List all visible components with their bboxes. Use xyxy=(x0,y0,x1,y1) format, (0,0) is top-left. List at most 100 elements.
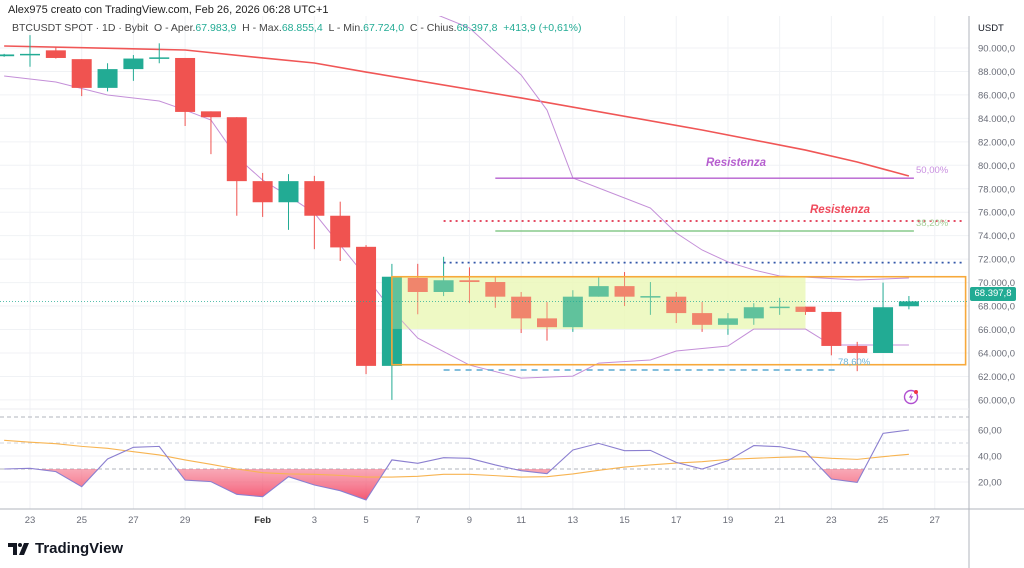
price-tick-label: 60.000,0 xyxy=(978,395,1015,406)
price-tick-label: 86.000,0 xyxy=(978,90,1015,101)
time-tick-label: 23 xyxy=(25,515,36,526)
symbol-name[interactable]: BTCUSDT SPOT · 1D · Bybit xyxy=(12,22,149,34)
candle-body xyxy=(640,296,661,298)
close-value: 68.397,8 xyxy=(456,22,498,34)
time-tick-label: 7 xyxy=(415,515,420,526)
price-tick-label: 66.000,0 xyxy=(978,325,1015,336)
price-tick-label: 68.000,0 xyxy=(978,302,1015,313)
brand-name: TradingView xyxy=(35,540,124,557)
price-pane xyxy=(0,16,969,400)
fib-50-label: 50,00% xyxy=(916,165,949,176)
time-tick-label: 11 xyxy=(516,515,526,526)
open-label: O - Aper. xyxy=(153,22,196,34)
candle-body xyxy=(0,54,15,57)
open-value: 67.983,9 xyxy=(195,22,237,34)
candle-body xyxy=(226,117,247,182)
last-price-tag: 68.397,8 xyxy=(970,287,1016,301)
consolidation-zone-tint xyxy=(391,276,806,329)
candle-body xyxy=(175,57,196,112)
price-tick-label: 64.000,0 xyxy=(978,348,1015,359)
resistance-label-purple[interactable]: Resistenza xyxy=(706,157,767,169)
time-tick-label: 13 xyxy=(568,515,579,526)
price-tick-label: 74.000,0 xyxy=(978,231,1015,242)
candle-body xyxy=(743,307,764,319)
candle-body xyxy=(97,69,118,88)
candle-body xyxy=(821,311,842,346)
rsi-line xyxy=(4,429,909,501)
candle-body xyxy=(459,280,480,283)
candle-body xyxy=(588,286,609,297)
rsi-tick-label: 40,00 xyxy=(978,452,1002,463)
change-value: +413,9 (+0,61%) xyxy=(503,22,582,34)
candle-body xyxy=(511,296,532,319)
currency-label: USDT xyxy=(978,23,1004,34)
time-tick-label: 21 xyxy=(774,515,785,526)
candle-body xyxy=(200,111,221,118)
time-tick-label: 15 xyxy=(619,515,630,526)
candle-body xyxy=(330,215,351,248)
close-label: C - Chius. xyxy=(409,22,457,34)
low-value: 67.724,0 xyxy=(363,22,405,34)
candle-body xyxy=(847,345,868,353)
candle-body xyxy=(485,282,506,297)
tradingview-logo[interactable]: TradingView xyxy=(8,540,123,557)
low-label: L - Min. xyxy=(328,22,364,34)
sma-line xyxy=(4,45,910,177)
high-label: H - Max. xyxy=(242,22,282,34)
range-box xyxy=(391,275,967,366)
price-tick-label: 70.000,0 xyxy=(978,278,1015,289)
rsi-ma-line xyxy=(4,439,909,478)
time-tick-label: 19 xyxy=(723,515,734,526)
candle-body xyxy=(769,306,790,309)
lightning-icon[interactable] xyxy=(903,389,919,405)
time-tick-label: 17 xyxy=(671,515,682,526)
candle-body xyxy=(898,301,919,307)
candle-body xyxy=(71,59,92,88)
time-tick-label: 25 xyxy=(76,515,87,526)
candle-body xyxy=(149,57,170,59)
fib-382-label: 38,20% xyxy=(916,218,949,229)
candle-body xyxy=(433,280,454,292)
price-tick-label: 90.000,0 xyxy=(978,44,1015,55)
candle-body xyxy=(562,296,583,328)
candle-body xyxy=(407,277,428,292)
candle-body xyxy=(45,50,66,58)
candle-body xyxy=(537,318,557,328)
time-tick-label: 9 xyxy=(467,515,472,526)
price-tick-label: 62.000,0 xyxy=(978,372,1015,383)
fib-786-label: 78,60% xyxy=(838,357,871,368)
price-tick-label: 88.000,0 xyxy=(978,67,1015,78)
price-tick-label: 78.000,0 xyxy=(978,184,1015,195)
price-tick-label: 84.000,0 xyxy=(978,114,1015,125)
candle-body xyxy=(123,58,144,70)
candle-body xyxy=(278,181,299,203)
candle-body xyxy=(304,181,325,216)
price-tick-label: 76.000,0 xyxy=(978,208,1015,219)
symbol-legend: BTCUSDT SPOT · 1D · Bybit O - Aper.67.98… xyxy=(12,22,582,34)
rsi-tick-label: 60,00 xyxy=(978,426,1002,437)
band-lower-line xyxy=(4,75,909,379)
resistance-label-red[interactable]: Resistenza xyxy=(810,204,871,216)
candle-body xyxy=(356,246,377,366)
high-value: 68.855,4 xyxy=(281,22,323,34)
tradingview-logo-icon xyxy=(8,542,29,555)
rsi-oversold-fill xyxy=(4,469,909,500)
price-tick-label: 72.000,0 xyxy=(978,255,1015,266)
candle-body xyxy=(666,296,687,314)
candle-body xyxy=(795,306,816,312)
time-tick-label: 29 xyxy=(180,515,191,526)
rsi-tick-label: 20,00 xyxy=(978,478,1002,489)
chart-caption: Alex975 creato con TradingView.com, Feb … xyxy=(8,4,329,16)
time-tick-label: 27 xyxy=(929,515,940,526)
candle-body xyxy=(873,307,894,353)
candle-body xyxy=(614,286,635,297)
candle-body xyxy=(717,318,738,325)
time-tick-label: 27 xyxy=(128,515,139,526)
time-tick-label: 5 xyxy=(363,515,368,526)
price-tick-label: 80.000,0 xyxy=(978,161,1015,172)
price-tick-label: 82.000,0 xyxy=(978,137,1015,148)
time-tick-label: 23 xyxy=(826,515,837,526)
time-tick-label: 25 xyxy=(878,515,889,526)
candle-body xyxy=(20,53,40,56)
